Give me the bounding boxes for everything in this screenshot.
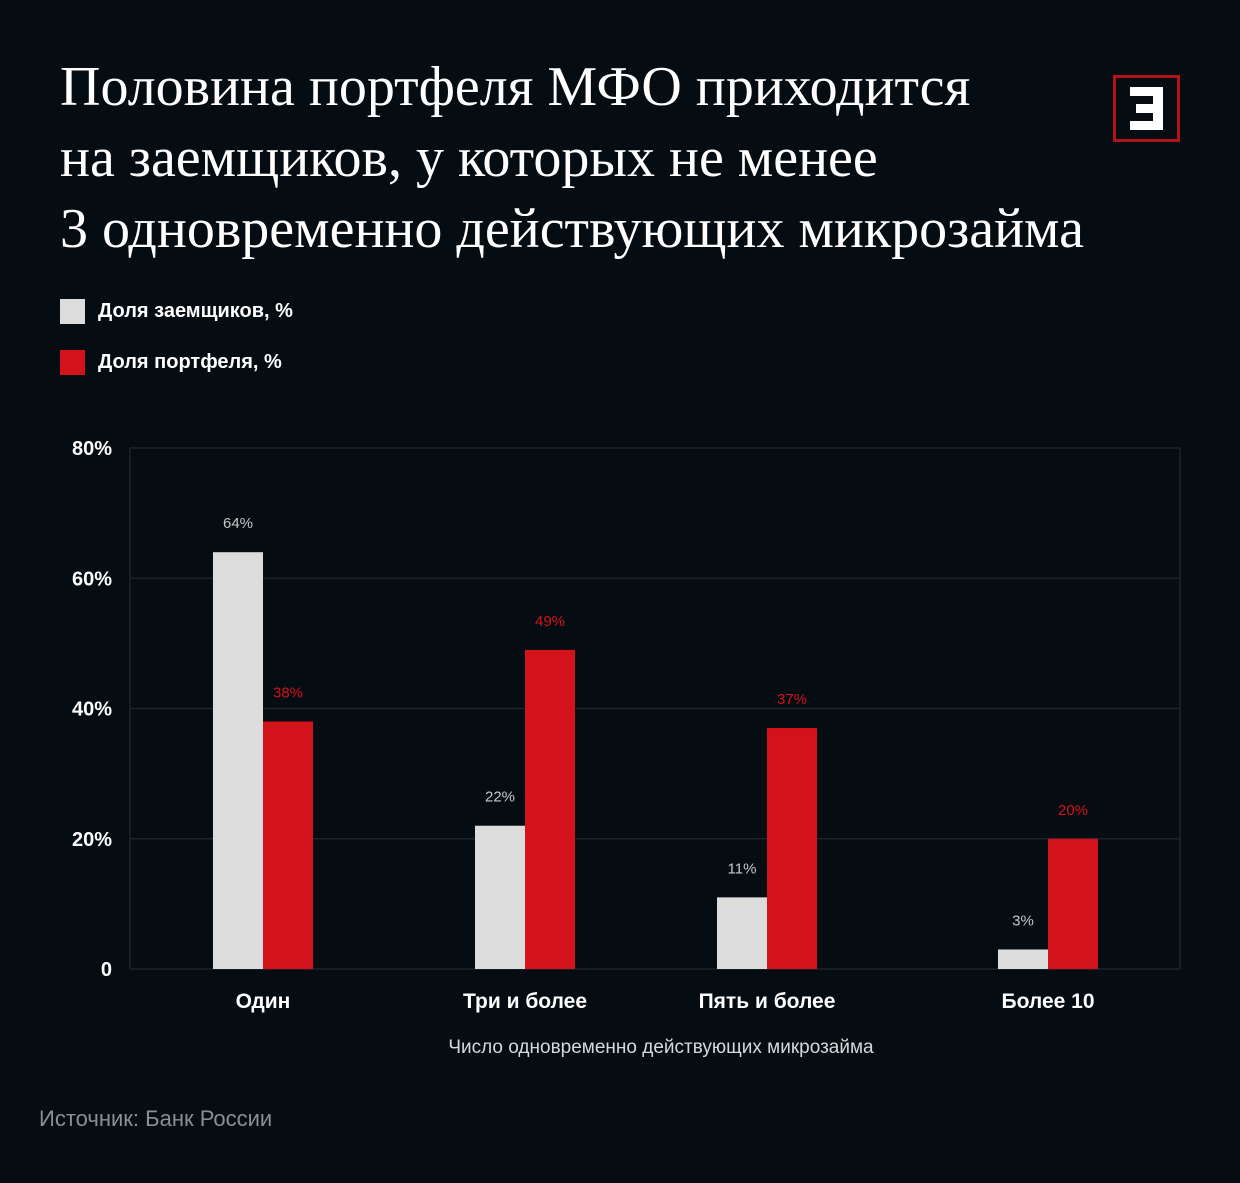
y-tick-label: 40% — [72, 699, 112, 721]
data-label: 11% — [728, 860, 757, 877]
legend-swatch-portfolio — [60, 349, 85, 375]
legend-item-portfolio: Доля портфеля, % — [60, 348, 293, 376]
y-tick-label: 60% — [72, 568, 112, 590]
title-line-3: 3 одновременно действующих микрозайма — [60, 198, 1084, 260]
data-label: 38% — [273, 685, 303, 702]
x-tick-label: Один — [236, 990, 291, 1013]
bar-series1-1 — [213, 552, 263, 969]
title-line-2: на заемщиков, у которых не менее — [60, 127, 878, 189]
x-tick-label: Более 10 — [1001, 990, 1094, 1013]
x-tick-label: Пять и более — [699, 990, 836, 1013]
logo-letter-e-icon — [1130, 87, 1163, 130]
title-line-1: Половина портфеля МФО приходится — [60, 56, 971, 118]
legend-label-portfolio: Доля портфеля, % — [98, 350, 282, 373]
legend: Доля заемщиков, % Доля портфеля, % — [60, 297, 293, 399]
bar-series2-1 — [263, 721, 313, 969]
legend-label-borrowers: Доля заемщиков, % — [98, 299, 293, 322]
legend-item-borrowers: Доля заемщиков, % — [60, 297, 293, 325]
x-tick-label: Три и более — [463, 990, 587, 1013]
bar-series1-2 — [475, 825, 525, 969]
data-label: 20% — [1058, 802, 1088, 819]
data-label: 49% — [535, 613, 565, 630]
x-axis-title: Число одновременно действующих микрозайм… — [448, 1037, 874, 1058]
data-label: 37% — [777, 691, 807, 708]
bar-series2-3 — [767, 728, 817, 969]
chart-title: Половина портфеля МФО приходится на заем… — [60, 52, 1140, 265]
y-tick-label: 80% — [72, 438, 112, 460]
y-tick-label: 20% — [72, 829, 112, 851]
bar-series1-3 — [717, 897, 767, 969]
y-tick-label: 0 — [101, 959, 112, 981]
logo-icon — [1113, 75, 1180, 142]
bar-series2-4 — [1048, 838, 1098, 969]
source-note: Источник: Банк России — [39, 1106, 273, 1131]
data-label: 22% — [485, 789, 515, 806]
data-label: 3% — [1012, 912, 1034, 929]
bar-series1-4 — [998, 949, 1048, 969]
data-label: 64% — [223, 515, 253, 532]
legend-swatch-borrowers — [60, 298, 85, 324]
bar-series2-2 — [525, 649, 575, 969]
